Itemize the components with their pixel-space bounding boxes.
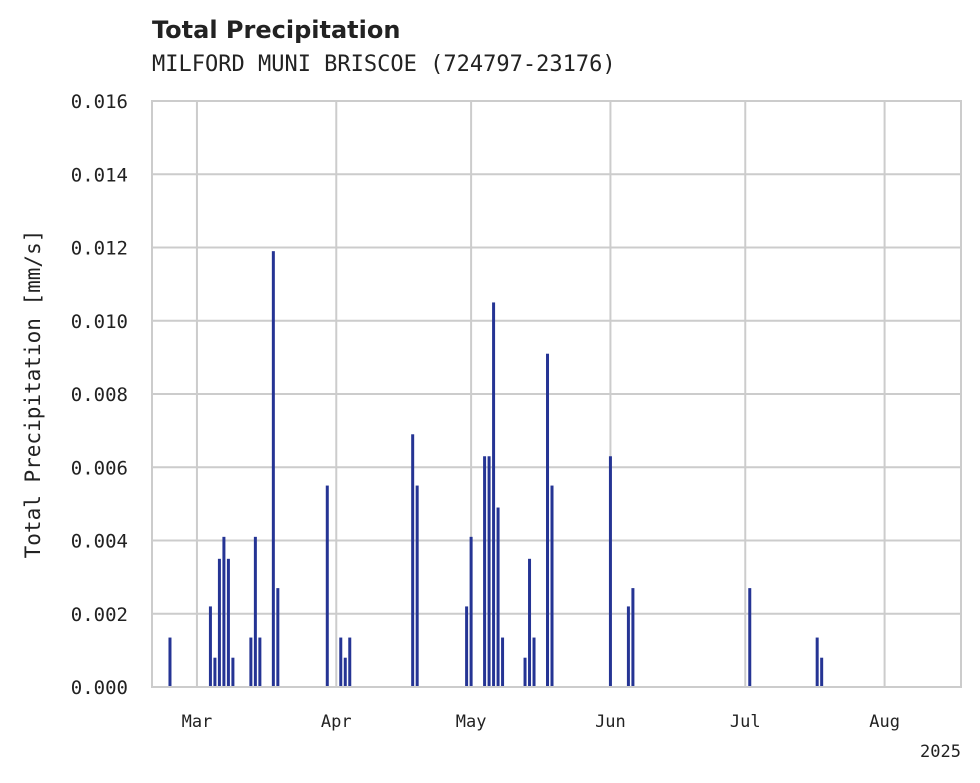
precipitation-bar — [222, 536, 226, 687]
x-tick-labels: Mar Apr May Jun Jul Aug — [182, 712, 900, 732]
precipitation-bar — [528, 558, 532, 687]
precipitation-bar — [343, 657, 347, 687]
x-tick-label: May — [456, 712, 487, 732]
y-axis-label: Total Precipitation [mm/s] — [21, 230, 45, 559]
y-tick-label: 0.010 — [71, 311, 128, 333]
precipitation-bar — [249, 637, 253, 687]
y-tick-label: 0.006 — [71, 457, 128, 479]
y-tick-label: 0.012 — [71, 238, 128, 260]
precipitation-bar — [487, 456, 491, 687]
precipitation-bar — [258, 637, 262, 687]
precipitation-bar — [820, 657, 824, 687]
precipitation-bar — [748, 588, 752, 687]
precipitation-bar — [415, 485, 419, 687]
precipitation-bar — [271, 251, 275, 687]
precipitation-bar — [492, 302, 496, 687]
plot-frame — [151, 100, 962, 688]
precipitation-bar — [411, 434, 415, 687]
chart-title: Total Precipitation — [152, 16, 401, 44]
precipitation-bar — [231, 657, 235, 687]
precipitation-bar — [546, 353, 550, 687]
precipitation-bar — [523, 657, 527, 687]
precipitation-bar — [483, 456, 487, 687]
bar-series — [168, 251, 824, 687]
precipitation-bar — [469, 536, 473, 687]
precipitation-bar — [465, 606, 469, 687]
y-tick-label: 0.016 — [71, 91, 128, 113]
precipitation-bar — [325, 485, 329, 687]
precipitation-bar — [348, 637, 352, 687]
year-label: 2025 — [920, 742, 961, 762]
precipitation-bar — [208, 606, 212, 687]
grid-lines — [152, 100, 961, 688]
precipitation-bar — [226, 558, 230, 687]
precipitation-bar — [213, 657, 217, 687]
y-tick-label: 0.002 — [71, 604, 128, 626]
precipitation-bar — [339, 637, 343, 687]
precipitation-bar — [217, 558, 221, 687]
y-tick-label: 0.014 — [71, 164, 128, 186]
y-tick-label: 0.008 — [71, 384, 128, 406]
x-tick-label: Aug — [869, 712, 900, 732]
precipitation-bar — [631, 588, 635, 687]
precipitation-bar — [168, 637, 172, 687]
x-tick-label: Jun — [595, 712, 626, 732]
precipitation-bar — [276, 588, 280, 687]
precipitation-bar — [496, 507, 500, 687]
y-tick-label: 0.004 — [71, 531, 128, 553]
x-tick-label: Apr — [321, 712, 352, 732]
y-tick-labels: 0.000 0.002 0.004 0.006 0.008 0.010 0.012 0.014… — [71, 91, 128, 699]
precipitation-bar — [501, 637, 505, 687]
chart-subtitle: MILFORD MUNI BRISCOE (724797-23176) — [152, 52, 616, 77]
precipitation-bar — [253, 536, 257, 687]
precipitation-bar — [815, 637, 819, 687]
x-tick-label: Mar — [182, 712, 213, 732]
x-tick-label: Jul — [730, 712, 761, 732]
precipitation-bar — [626, 606, 630, 687]
precipitation-bar — [608, 456, 612, 687]
precipitation-bar — [550, 485, 554, 687]
precipitation-bar — [532, 637, 536, 687]
y-tick-label: 0.000 — [71, 677, 128, 699]
